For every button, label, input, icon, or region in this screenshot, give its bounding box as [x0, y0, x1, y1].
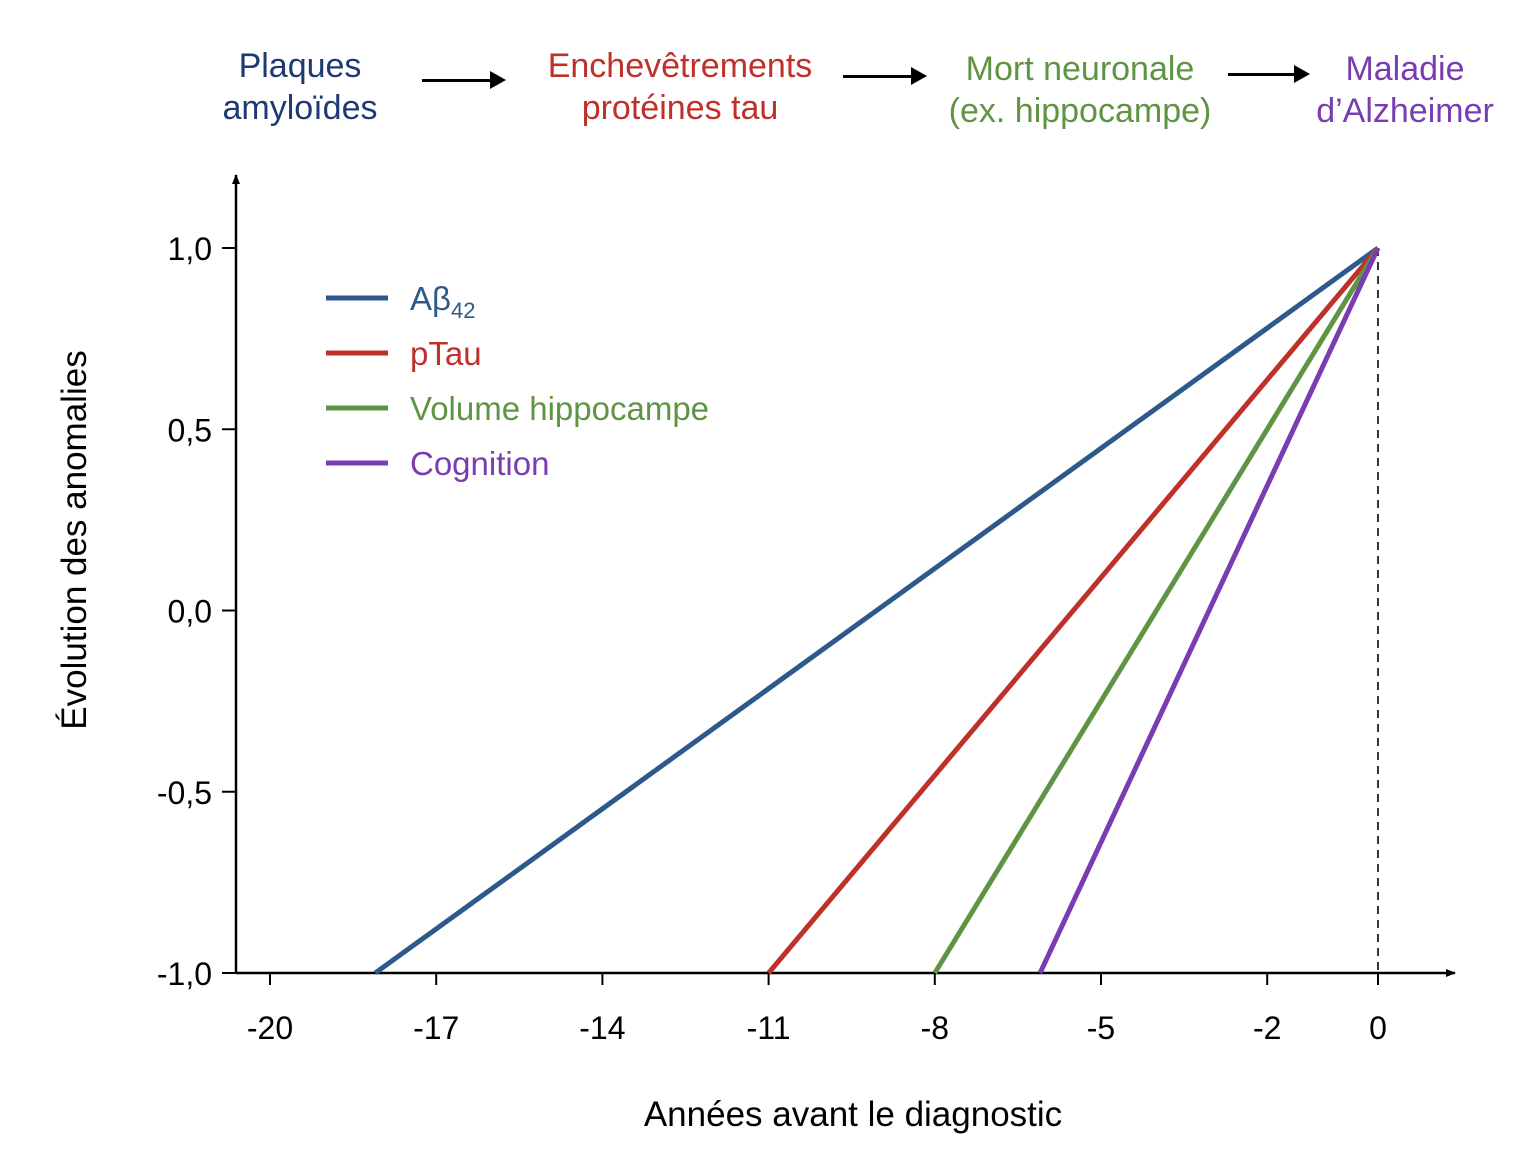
legend: Aβ42 pTau Volume hippocampe Cognition [326, 280, 709, 482]
flow-arrow-1 [422, 71, 506, 89]
x-tick-label: 0 [1369, 1010, 1387, 1046]
flow-step-plaques-line2: amyloïdes [222, 89, 378, 127]
y-tick-label: 1,0 [168, 231, 212, 267]
flow-step-alzheimer: Maladie d’Alzheimer [1300, 48, 1510, 132]
x-tick-label: -8 [921, 1010, 949, 1046]
flow-step-alzheimer-line1: Maladie [1345, 50, 1465, 88]
x-tick-label: -20 [247, 1010, 293, 1046]
y-tick-label: 0,0 [168, 594, 212, 630]
series-line-ptau [766, 246, 1380, 975]
flow-step-tau-line1: Enchevêtrements [547, 47, 813, 85]
flow-step-mort-line2: (ex. hippocampe) [948, 92, 1212, 130]
y-tick-label: -0,5 [157, 775, 212, 811]
flow-step-tau: Enchevêtrements protéines tau [520, 45, 840, 129]
x-tick-label: -17 [413, 1010, 459, 1046]
flow-arrow-3 [1228, 65, 1310, 83]
y-tick-label: -1,0 [157, 956, 212, 992]
flow-step-tau-line2: protéines tau [581, 89, 779, 127]
flow-step-alzheimer-line2: d’Alzheimer [1316, 92, 1494, 130]
legend-label: pTau [410, 335, 482, 372]
flow-step-mort-line1: Mort neuronale [965, 50, 1195, 88]
series-line-cognition [1037, 246, 1381, 975]
flow-step-plaques-line1: Plaques [238, 47, 362, 85]
legend-label: Aβ42 [410, 280, 475, 323]
ticks: -20 -17 -14 -11 -8 -5 -2 01,00,50,0-0,5-1,0 [157, 231, 1387, 1046]
legend-label: Cognition [410, 445, 549, 482]
legend-label: Volume hippocampe [410, 390, 709, 427]
y-tick-label: 0,5 [168, 412, 212, 448]
series-lines [373, 245, 1381, 976]
x-tick-label: -5 [1087, 1010, 1115, 1046]
axes [232, 174, 1456, 977]
flow-arrow-2 [843, 67, 927, 85]
x-tick-label: -14 [579, 1010, 625, 1046]
series-line-volume-hippocampe [932, 246, 1381, 975]
flow-step-mort-neuronale: Mort neuronale (ex. hippocampe) [930, 48, 1230, 132]
y-axis-label: Évolution des anomalies [55, 350, 94, 729]
x-axis-label: Années avant le diagnostic [644, 1095, 1062, 1134]
x-tick-label: -2 [1253, 1010, 1281, 1046]
x-tick-label: -11 [747, 1010, 791, 1046]
series-line-a-42 [373, 245, 1380, 976]
flow-step-plaques: Plaques amyloïdes [210, 45, 390, 129]
